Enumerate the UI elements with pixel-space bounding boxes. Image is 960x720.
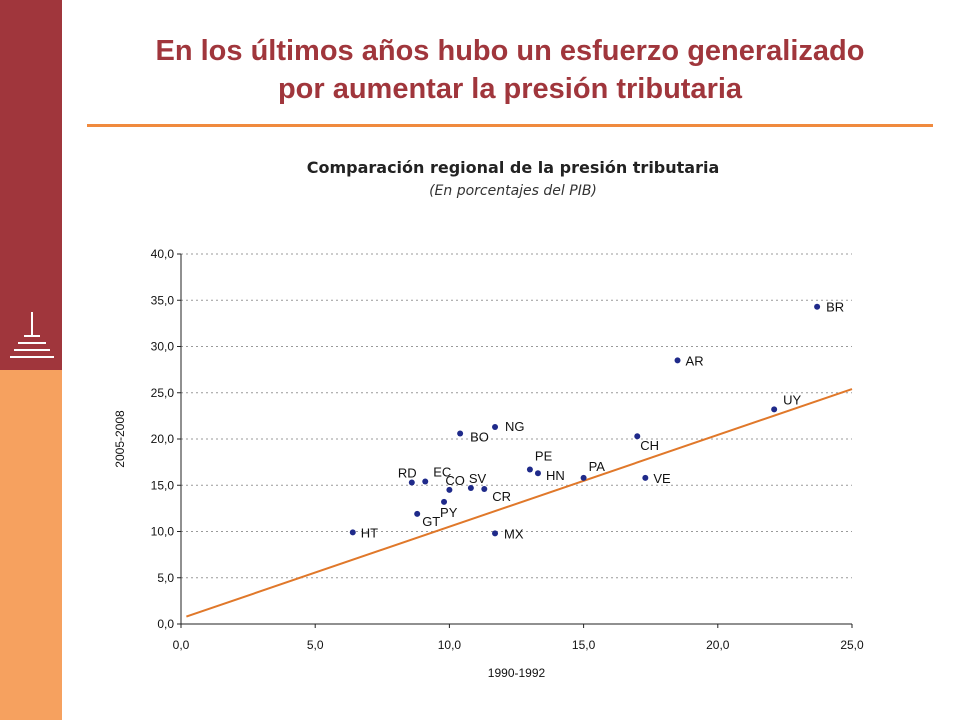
point-label-bo: BO bbox=[470, 429, 489, 444]
chart-title: Comparación regional de la presión tribu… bbox=[306, 158, 720, 177]
point-label-br: BR bbox=[826, 300, 844, 315]
data-point-ch bbox=[634, 433, 641, 440]
y-tick-label: 0,0 bbox=[157, 617, 174, 631]
slide-title-line-1: En los últimos años hubo un esfuerzo gen… bbox=[155, 35, 865, 67]
x-axis-label: 1990-1992 bbox=[488, 666, 546, 680]
point-label-sv: SV bbox=[469, 471, 487, 486]
x-tick-label: 5,0 bbox=[307, 638, 324, 652]
point-label-py: PY bbox=[440, 505, 458, 520]
y-tick-label: 15,0 bbox=[151, 478, 175, 492]
x-tick-label: 25,0 bbox=[840, 638, 864, 652]
y-tick-label: 40,0 bbox=[151, 247, 175, 261]
point-label-uy: UY bbox=[783, 392, 801, 407]
point-label-mx: MX bbox=[504, 526, 524, 541]
data-point-hn bbox=[534, 470, 541, 477]
trendline-layer bbox=[186, 388, 853, 618]
data-point-mx bbox=[492, 530, 499, 537]
x-tick-label: 15,0 bbox=[572, 638, 596, 652]
data-point-bo bbox=[457, 430, 464, 437]
data-point-ng bbox=[492, 423, 499, 430]
data-point-sv bbox=[467, 485, 474, 492]
data-point-co bbox=[446, 486, 453, 493]
data-point-br bbox=[814, 303, 821, 310]
point-label-rd: RD bbox=[398, 465, 417, 480]
y-tick-label: 30,0 bbox=[151, 340, 175, 354]
point-label-pe: PE bbox=[535, 449, 553, 464]
data-point-cr bbox=[481, 485, 488, 492]
point-label-ve: VE bbox=[653, 471, 671, 486]
y-tick-label: 5,0 bbox=[157, 571, 174, 585]
slide-title-line-2: por aumentar la presión tributaria bbox=[277, 73, 743, 105]
title-divider bbox=[87, 124, 933, 127]
logo-icon bbox=[10, 312, 54, 358]
data-point-uy bbox=[771, 406, 778, 413]
slide-title: En los últimos años hubo un esfuerzo gen… bbox=[90, 32, 930, 108]
data-point-pe bbox=[526, 466, 533, 473]
point-label-ht: HT bbox=[361, 525, 378, 540]
chart-subtitle: (En porcentajes del PIB) bbox=[429, 183, 597, 199]
grid-lines bbox=[181, 253, 852, 579]
x-tick-label: 10,0 bbox=[438, 638, 462, 652]
point-label-cr: CR bbox=[492, 489, 511, 504]
point-label-pa: PA bbox=[589, 459, 606, 474]
y-tick-label: 35,0 bbox=[151, 293, 175, 307]
data-point-rd bbox=[408, 479, 415, 486]
axes: 0,0 5,0 10,0 15,0 20,0 25,0 30,0 35,0 40,0 0,0 5,0… bbox=[151, 247, 864, 652]
point-label-ch: CH bbox=[640, 438, 659, 453]
x-tick-label: 20,0 bbox=[706, 638, 730, 652]
data-point-py bbox=[441, 498, 448, 505]
data-point-ht bbox=[349, 529, 356, 536]
point-label-ng: NG bbox=[505, 419, 525, 434]
point-label-gt: GT bbox=[422, 514, 440, 529]
sidebar-bottom-band bbox=[0, 370, 62, 720]
data-point-gt bbox=[414, 510, 421, 517]
data-point-ar bbox=[674, 357, 681, 364]
point-label-hn: HN bbox=[546, 468, 565, 483]
trendline bbox=[186, 388, 853, 618]
y-tick-label: 10,0 bbox=[151, 525, 175, 539]
data-point-ec bbox=[422, 478, 429, 485]
y-tick-label: 20,0 bbox=[151, 432, 175, 446]
x-tick-label: 0,0 bbox=[173, 638, 190, 652]
y-axis-label: 2005-2008 bbox=[113, 410, 127, 468]
data-points: HT GT RD EC PY CO BO SV CR NG MX PE HN PA CH VE AR UY BR bbox=[349, 300, 844, 541]
data-point-pa bbox=[580, 474, 587, 481]
point-label-ec: EC bbox=[433, 465, 451, 480]
sidebar-top-band bbox=[0, 0, 62, 370]
point-label-co: CO bbox=[445, 473, 465, 488]
point-label-ar: AR bbox=[686, 353, 704, 368]
data-point-ve bbox=[642, 474, 649, 481]
y-tick-label: 25,0 bbox=[151, 386, 175, 400]
